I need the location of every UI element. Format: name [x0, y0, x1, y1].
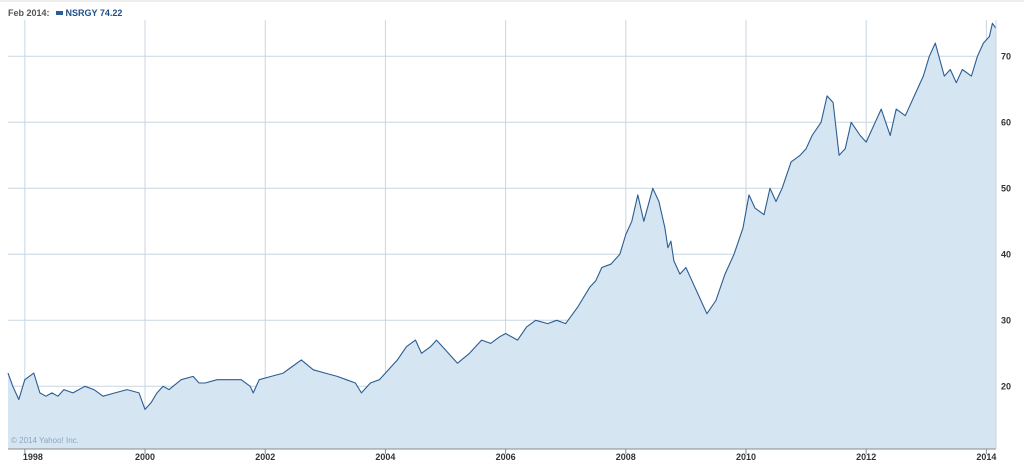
copyright-text: © 2014 Yahoo! Inc. [11, 436, 79, 445]
y-tick-label-40: 40 [1001, 249, 1011, 259]
x-tick-label-2000: 2000 [135, 452, 155, 462]
price-line [7, 22, 997, 410]
series-line-NSRGY [7, 22, 997, 410]
axes [0, 0, 1024, 450]
x-tick-label-2010: 2010 [736, 452, 756, 462]
x-tick-label-2014: 2014 [976, 452, 996, 462]
x-tick-label-2012: 2012 [856, 452, 876, 462]
x-tick-label-1998: 1998 [23, 452, 43, 462]
y-tick-label-20: 20 [1001, 381, 1011, 391]
x-axis-ticks: 1998 2000 2002 2004 2006 2008 2010 2012 2014 [23, 449, 996, 462]
y-tick-label-30: 30 [1001, 315, 1011, 325]
y-tick-label-60: 60 [1001, 117, 1011, 127]
y-axis-ticks: 20 30 40 50 60 70 [1001, 51, 1011, 391]
price-area [8, 23, 996, 450]
x-tick-label-2004: 2004 [375, 452, 395, 462]
x-tick-label-2006: 2006 [496, 452, 516, 462]
x-tick-label-2002: 2002 [255, 452, 275, 462]
y-tick-label-50: 50 [1001, 183, 1011, 193]
series-area-NSRGY [8, 23, 996, 450]
chart-legend: Feb 2014: NSRGY 74.22 [8, 6, 122, 20]
legend-date: Feb 2014: [8, 8, 50, 18]
x-tick-label-2008: 2008 [616, 452, 636, 462]
legend-swatch [55, 11, 63, 16]
legend-series-value: NSRGY 74.22 [65, 8, 123, 18]
y-tick-label-70: 70 [1001, 51, 1011, 61]
